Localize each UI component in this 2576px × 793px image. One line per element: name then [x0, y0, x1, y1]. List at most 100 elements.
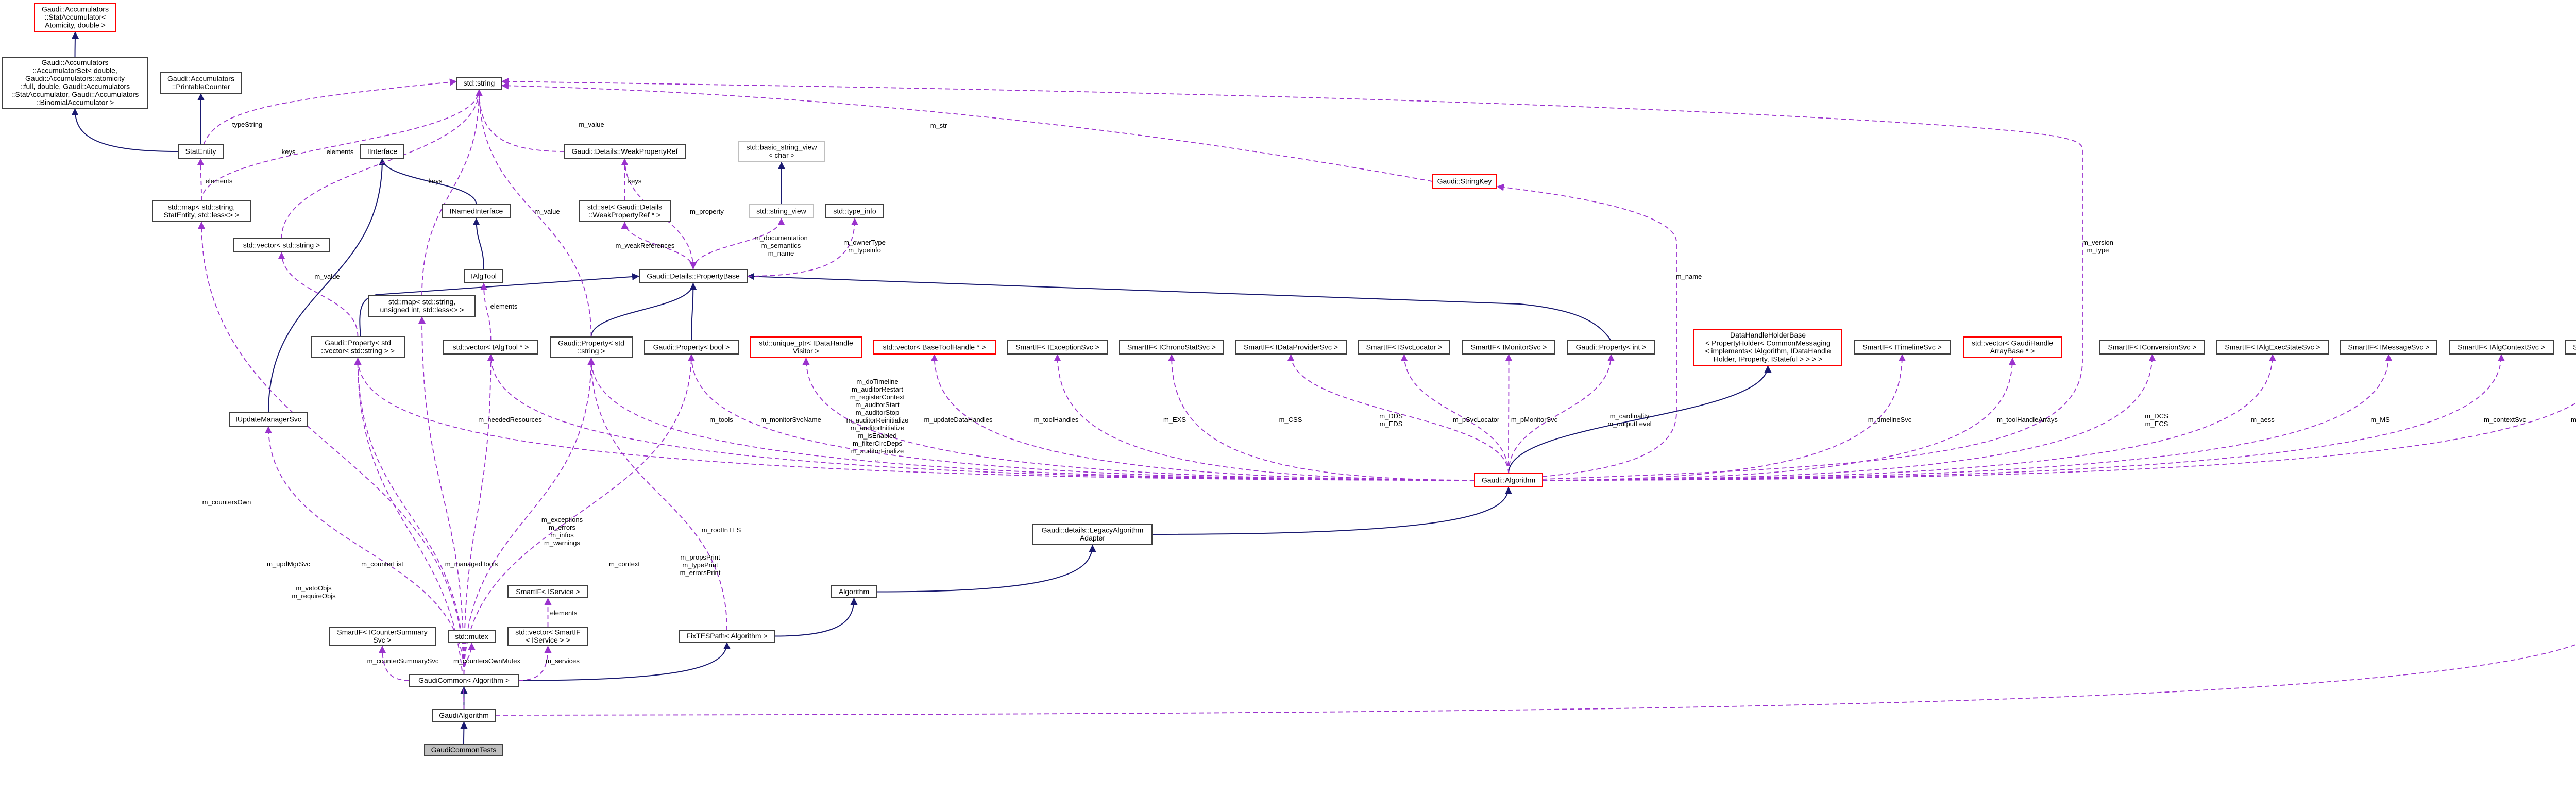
class-box — [2340, 340, 2437, 355]
class-name: SmartIF< ISvcLocator > — [1366, 343, 1443, 351]
class-node-sChrono[interactable]: SmartIF< IChronoStatSvc > — [1119, 340, 1224, 355]
edge-label: m_propsPrint — [680, 553, 720, 561]
class-node-bsv[interactable]: std::basic_string_view< char > — [738, 141, 825, 162]
class-node-vecstr[interactable]: std::vector< std::string > — [233, 238, 330, 252]
edge-label: m_isEnabled — [858, 432, 896, 440]
class-name: Atomicity, double > — [45, 21, 106, 29]
class-name: FixTESPath< Algorithm > — [686, 632, 767, 640]
class-node-algorithm[interactable]: Algorithm — [831, 585, 877, 598]
class-node-statentity[interactable]: StatEntity — [178, 144, 224, 159]
class-node-sACS[interactable]: SmartIF< IAlgContextSvc > — [2449, 340, 2554, 355]
edge-label: m_str — [930, 122, 947, 129]
usage-edge-gcommon-to-mapstat — [198, 221, 465, 675]
class-node-sSL[interactable]: SmartIF< ISvcLocator > — [1358, 340, 1450, 355]
class-node-iinterface[interactable]: IInterface — [360, 144, 404, 159]
class-node-fixtes[interactable]: FixTESPath< Algorithm > — [679, 630, 775, 643]
class-box — [644, 340, 739, 355]
class-node-sAES[interactable]: SmartIF< IAlgExecStateSvc > — [2216, 340, 2329, 355]
class-box — [2216, 340, 2329, 355]
class-name: std::set< Gaudi::Details — [587, 203, 662, 211]
inheritance-edge-gcommon-to-fixtes — [518, 642, 731, 681]
class-node-statacc[interactable]: Gaudi::Accumulators::StatAccumulator<Ato… — [34, 3, 116, 32]
class-node-vecbth[interactable]: std::vector< BaseToolHandle * > — [873, 340, 996, 355]
class-node-sConv[interactable]: SmartIF< IConversionSvc > — [2099, 340, 2205, 355]
class-node-sTL[interactable]: SmartIF< ITimelineSvc > — [1854, 340, 1951, 355]
class-name: ::full, double, Gaudi::Accumulators — [20, 82, 130, 91]
class-node-mutex[interactable]: std::mutex — [448, 630, 496, 643]
class-node-propbase[interactable]: Gaudi::Details::PropertyBase — [639, 269, 748, 283]
usage-edge-galgo-to-propvecstr — [354, 357, 465, 710]
class-node-gcommon[interactable]: GaudiCommon< Algorithm > — [409, 674, 519, 687]
class-name: std::basic_string_view — [747, 143, 818, 151]
class-box — [368, 295, 476, 317]
class-node-sExc[interactable]: SmartIF< IExceptionSvc > — [1007, 340, 1108, 355]
class-name: Algorithm — [839, 587, 869, 596]
usage-edge-galg-to-stringkey — [1496, 183, 1677, 477]
edge-label: m_auditorInitialize — [851, 424, 905, 432]
class-name: std::type_info — [833, 207, 876, 215]
class-node-propint[interactable]: Gaudi::Property< int > — [1567, 340, 1655, 355]
class-node-vecService[interactable]: std::vector< SmartIF< IService > > — [507, 627, 588, 646]
class-node-sDP[interactable]: SmartIF< IDataProviderSvc > — [1235, 340, 1347, 355]
usage-edge-propbase-to-sv — [692, 217, 785, 270]
class-node-vecalgtool[interactable]: std::vector< IAlgTool * > — [443, 340, 538, 355]
class-name: SmartIF< IAlgContextSvc > — [2458, 343, 2545, 351]
edge-label: m_timelineSvc — [1868, 416, 1912, 424]
class-node-stringkey[interactable]: Gaudi::StringKey — [1432, 174, 1497, 189]
class-node-propbool[interactable]: Gaudi::Property< bool > — [644, 340, 739, 355]
edge-label: keys — [628, 177, 642, 185]
class-box — [507, 585, 588, 598]
usage-edge-gcommon-to-vecService — [518, 645, 552, 681]
class-node-sNT[interactable]: SmartIF< INTupleSvc > — [2565, 340, 2576, 355]
class-node-sMon[interactable]: SmartIF< IMonitorSvc > — [1462, 340, 1555, 355]
class-node-propstr[interactable]: Gaudi::Property< std::string > — [550, 336, 633, 358]
usage-edge-statentity-to-string — [203, 78, 457, 145]
class-name: INamedInterface — [450, 207, 503, 215]
class-node-mapstat[interactable]: std::map< std::string,StatEntity, std::l… — [152, 200, 251, 222]
edge-label: m_managedTools — [445, 560, 498, 568]
class-name: SmartIF< IConversionSvc > — [2108, 343, 2197, 351]
class-node-sMS[interactable]: SmartIF< IMessageSvc > — [2340, 340, 2437, 355]
class-node-gtests[interactable]: GaudiCommonTests — [424, 744, 503, 756]
usage-edge-mapstat-to-string — [201, 89, 483, 201]
class-name: ArrayBase * > — [1990, 347, 2035, 355]
class-name: std::map< std::string, — [168, 203, 235, 211]
class-box — [442, 204, 511, 218]
class-node-printable[interactable]: Gaudi::Accumulators::PrintableCounter — [160, 72, 242, 94]
class-node-iupd[interactable]: IUpdateManagerSvc — [229, 412, 308, 427]
class-node-sIService[interactable]: SmartIF< IService > — [507, 585, 588, 598]
edge-label: m_contextSvc — [2484, 416, 2526, 424]
edge-label: m_services — [546, 657, 580, 665]
usage-edge-galg-to-sExc — [1054, 353, 1475, 481]
class-box — [564, 144, 686, 159]
class-node-string[interactable]: std::string — [456, 77, 502, 90]
class-node-accset[interactable]: Gaudi::Accumulators::AccumulatorSet< dou… — [2, 57, 148, 109]
usage-edge-propvecstr-to-vecstr — [278, 251, 359, 337]
class-node-sv[interactable]: std::string_view — [749, 204, 814, 218]
class-node-galg[interactable]: Gaudi::Algorithm — [1474, 473, 1543, 487]
class-name: Holder, IProperty, IStateful > > > > — [1714, 355, 1822, 363]
class-node-inamed[interactable]: INamedInterface — [442, 204, 511, 218]
class-node-mapuint[interactable]: std::map< std::string,unsigned int, std:… — [368, 295, 476, 317]
class-node-dhhb[interactable]: DataHandleHolderBase< PropertyHolder< Co… — [1693, 329, 1842, 366]
class-node-ialgtool[interactable]: IAlgTool — [464, 269, 503, 283]
class-name: std::vector< SmartIF — [515, 628, 580, 636]
edge-label: m_pMonitorSvc — [1511, 416, 1558, 424]
edge-label: m_errorsPrint — [680, 569, 721, 577]
class-node-weakref[interactable]: Gaudi::Details::WeakPropertyRef — [564, 144, 686, 159]
edge-label: typeString — [232, 121, 263, 128]
edge-label: keys — [429, 177, 443, 185]
class-node-typeinfo[interactable]: std::type_info — [825, 204, 884, 218]
edge-label: m_filterCircDeps — [853, 440, 903, 447]
class-name: SmartIF< IMessageSvc > — [2348, 343, 2430, 351]
edge-label: m_auditorReinitialize — [846, 416, 909, 424]
class-node-galgo[interactable]: GaudiAlgorithm — [432, 709, 496, 722]
edge-label: m_infos — [550, 531, 574, 539]
class-node-setweak[interactable]: std::set< Gaudi::Details::WeakPropertyRe… — [579, 200, 671, 222]
edge-label: m_weakReferences — [616, 242, 675, 249]
class-node-propvecstr[interactable]: Gaudi::Property< std::vector< std::strin… — [311, 336, 405, 358]
